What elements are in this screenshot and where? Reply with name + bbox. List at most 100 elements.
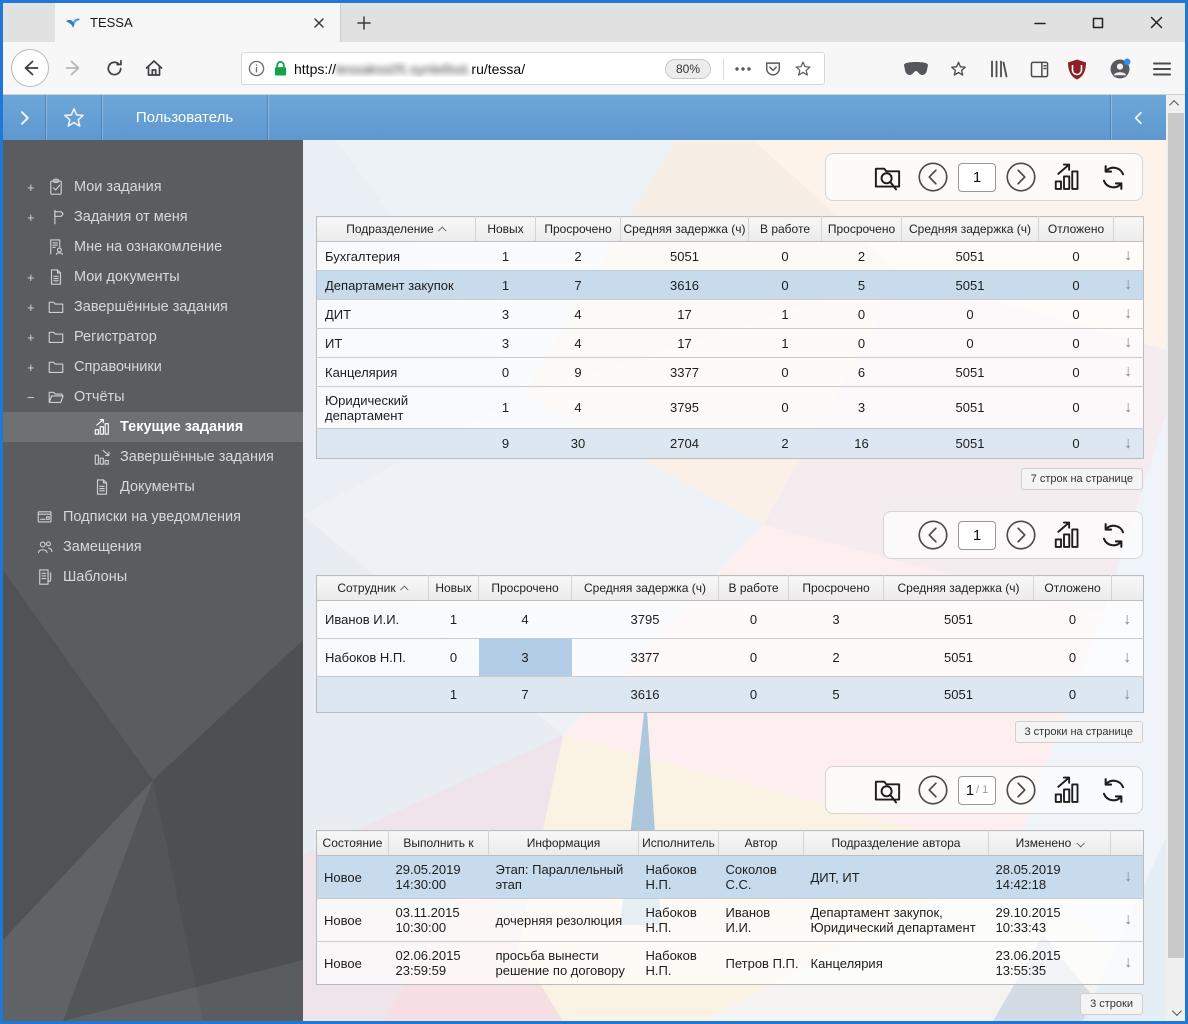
cell[interactable]: 1: [748, 299, 822, 329]
next-page-button[interactable]: [1000, 769, 1042, 811]
cell[interactable]: 1: [748, 328, 822, 358]
cell[interactable]: 7: [535, 270, 621, 300]
cell[interactable]: дочерняя резолюция: [488, 898, 639, 942]
expander[interactable]: +: [27, 179, 35, 195]
pocket-icon[interactable]: [758, 54, 788, 84]
refresh-button[interactable]: [1092, 769, 1134, 811]
next-page-button[interactable]: [1000, 156, 1042, 198]
column-header[interactable]: Средняя задержка (ч): [901, 216, 1039, 242]
cell[interactable]: Этап: Параллельный этап: [488, 855, 639, 899]
cell[interactable]: 17: [620, 328, 749, 358]
search-view-button[interactable]: [866, 156, 908, 198]
extension-star-icon[interactable]: [941, 52, 975, 86]
chart-view-button[interactable]: [1046, 514, 1088, 556]
back-button[interactable]: [11, 49, 49, 87]
cell[interactable]: 6: [821, 357, 902, 387]
table-row[interactable]: Канцелярия 0 9 3377 0 6 5051 0 ↓: [316, 357, 1144, 387]
cell[interactable]: 5051: [620, 241, 749, 271]
row-download-button[interactable]: ↓: [1113, 299, 1144, 329]
cell[interactable]: 4: [535, 328, 621, 358]
expander[interactable]: +: [27, 269, 35, 285]
cell[interactable]: 4: [535, 386, 621, 429]
chart-view-button[interactable]: [1046, 769, 1088, 811]
sidebar-item-tasks-from-me[interactable]: + Задания от меня: [27, 209, 188, 225]
table-row[interactable]: Юридический департамент 1 4 3795 0 3 5051 0 ↓: [316, 386, 1144, 429]
row-download-button[interactable]: ↓: [1110, 855, 1144, 899]
cell[interactable]: 1: [475, 386, 536, 429]
cell[interactable]: 0: [475, 357, 536, 387]
scroll-down-button[interactable]: [1166, 1004, 1185, 1021]
home-button[interactable]: [135, 49, 173, 87]
cell[interactable]: 02.06.2015 23:59:59: [388, 941, 489, 985]
next-page-button[interactable]: [1000, 514, 1042, 556]
account-extension-icon[interactable]: [1103, 52, 1137, 86]
expander[interactable]: +: [27, 299, 35, 315]
cell[interactable]: 0: [1033, 600, 1112, 639]
sidebar-toggle-icon[interactable]: [1022, 52, 1056, 86]
cell[interactable]: Новое: [316, 855, 389, 899]
prev-page-button[interactable]: [912, 156, 954, 198]
collapse-right-button[interactable]: [1111, 95, 1166, 140]
cell[interactable]: ДИТ: [316, 299, 476, 329]
forward-button[interactable]: [55, 49, 93, 87]
cell[interactable]: Набоков Н.П.: [316, 638, 429, 677]
expand-panel-button[interactable]: [3, 95, 45, 140]
table-row[interactable]: Бухгалтерия 1 2 5051 0 2 5051 0 ↓: [316, 241, 1144, 271]
cell[interactable]: 0: [1038, 328, 1114, 358]
column-header[interactable]: Просрочено: [788, 575, 884, 601]
cell[interactable]: 0: [1038, 299, 1114, 329]
expander[interactable]: −: [27, 389, 35, 405]
cell[interactable]: 2: [821, 241, 902, 271]
total-row[interactable]: 1 7 3616 0 5 5051 0 ↓: [316, 676, 1144, 713]
minimize-button[interactable]: [1011, 3, 1069, 42]
table-row[interactable]: ДИТ 3 4 17 1 0 0 0 ↓: [316, 299, 1144, 329]
table-row[interactable]: Новое 02.06.2015 23:59:59 просьба вынести …: [316, 941, 1144, 985]
cell[interactable]: 3: [475, 328, 536, 358]
cell[interactable]: 0: [1038, 270, 1114, 300]
cell[interactable]: 03.11.2015 10:30:00: [388, 898, 489, 942]
cell[interactable]: Департамент закупок: [316, 270, 476, 300]
page-number-input[interactable]: 1: [958, 162, 996, 192]
cell[interactable]: 3: [475, 299, 536, 329]
row-download-button[interactable]: ↓: [1110, 898, 1144, 942]
cell[interactable]: 0: [748, 241, 822, 271]
cell[interactable]: 0: [718, 638, 789, 677]
cell[interactable]: 3616: [620, 270, 749, 300]
row-download-button[interactable]: ↓: [1111, 600, 1144, 639]
cell[interactable]: ДИТ, ИТ: [803, 855, 989, 899]
cell[interactable]: 0: [748, 357, 822, 387]
table-row[interactable]: Иванов И.И. 1 4 3795 0 3 5051 0 ↓: [316, 600, 1144, 639]
cell[interactable]: 1: [475, 270, 536, 300]
zoom-level-badge[interactable]: 80%: [664, 58, 711, 79]
refresh-button[interactable]: [1092, 156, 1134, 198]
page-number-input[interactable]: 1: [958, 520, 996, 550]
cell[interactable]: 0: [428, 638, 479, 677]
expander[interactable]: +: [27, 209, 35, 225]
expander[interactable]: +: [27, 359, 35, 375]
bookmark-star-icon[interactable]: [788, 54, 818, 84]
sidebar-item-notification-subscriptions[interactable]: Подписки на уведомления: [3, 502, 303, 532]
cell[interactable]: Юридический департамент: [316, 386, 476, 429]
column-header[interactable]: В работе: [748, 216, 822, 242]
cell[interactable]: 5051: [901, 357, 1039, 387]
row-download-button[interactable]: ↓: [1111, 676, 1144, 713]
cell[interactable]: 0: [901, 328, 1039, 358]
sidebar-item-documents-report[interactable]: Документы: [3, 472, 303, 502]
cell[interactable]: 5051: [901, 241, 1039, 271]
cell[interactable]: просьба вынести решение по договору: [488, 941, 639, 985]
cell[interactable]: Набоков Н.П.: [638, 941, 719, 985]
column-header[interactable]: Средняя задержка (ч): [620, 216, 749, 242]
cell[interactable]: 0: [718, 600, 789, 639]
cell[interactable]: 4: [535, 299, 621, 329]
cell[interactable]: Иванов И.И.: [718, 898, 804, 942]
url-bar[interactable]: https://tessakss05.syntellsst.ru/tessa/ …: [241, 52, 825, 85]
column-header-modified[interactable]: Изменено: [988, 830, 1111, 856]
sidebar-item-for-review[interactable]: Мне на ознакомление: [3, 232, 303, 262]
page-number-input[interactable]: 1/ 1: [958, 775, 996, 805]
page-actions-menu-button[interactable]: [728, 54, 758, 84]
column-header-department[interactable]: Подразделение: [316, 216, 476, 242]
column-header[interactable]: Средняя задержка (ч): [571, 575, 719, 601]
sidebar-item-registrar[interactable]: + Регистратор: [27, 329, 157, 345]
cell[interactable]: 2: [788, 638, 884, 677]
column-header[interactable]: Отложено: [1038, 216, 1114, 242]
